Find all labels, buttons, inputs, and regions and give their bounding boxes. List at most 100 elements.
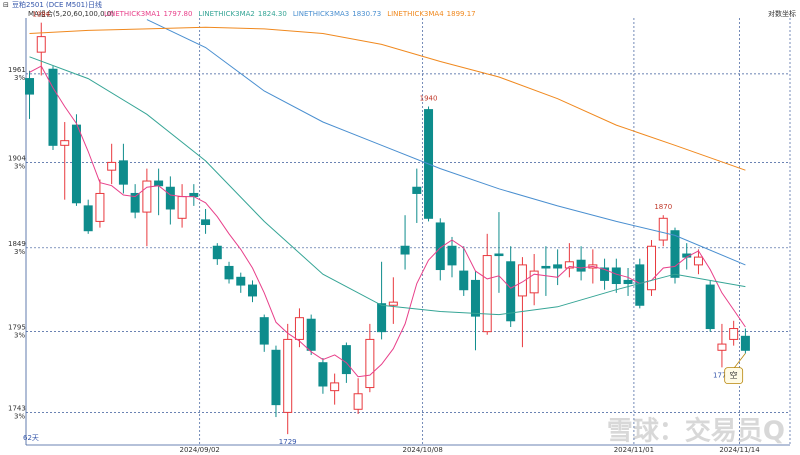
candle-body: [658, 217, 668, 241]
candle-body: [705, 284, 715, 330]
legend-value: 1899.17: [447, 10, 476, 18]
candle-body: [283, 338, 293, 413]
extreme-label: 1729: [279, 438, 297, 446]
candle-body: [248, 284, 258, 297]
extreme-label: 1940: [420, 95, 438, 103]
candle-body: [670, 230, 680, 278]
candle-body: [693, 256, 703, 266]
candle-body: [130, 192, 140, 213]
candle-body: [95, 192, 105, 222]
candle-body: [494, 253, 504, 257]
candle-body: [353, 393, 363, 410]
candle-body: [412, 186, 422, 194]
extreme-label: 1870: [654, 203, 672, 211]
candle-body: [600, 267, 610, 281]
y-tick-label: 1849: [8, 240, 26, 248]
candle-body: [740, 335, 750, 351]
ma-line: [29, 65, 746, 378]
symbol: 豆粕2501 (DCE M501): [12, 0, 88, 9]
candle-body: [165, 186, 175, 210]
signal-label: 空: [730, 370, 738, 380]
candle-body: [60, 140, 70, 146]
candle-body: [306, 318, 316, 351]
candle-body: [25, 78, 35, 95]
candle-body: [553, 264, 563, 269]
candle-body: [118, 160, 128, 185]
candle-body: [435, 222, 445, 271]
candle-body: [212, 245, 222, 260]
y-tick-sublabel: 3%: [14, 248, 25, 256]
watermark: 雪球：交易员Q: [607, 416, 785, 447]
scale-mode[interactable]: 对数坐标: [768, 9, 796, 18]
y-tick-sublabel: 3%: [14, 332, 25, 340]
legend-value: 1797.80: [163, 10, 192, 18]
candle-body: [447, 245, 457, 266]
candle-body: [576, 259, 586, 272]
indicator: MA组合(5,20,60,100,0,0): [28, 9, 114, 18]
candle-body: [236, 276, 246, 286]
candle-body: [482, 255, 492, 333]
legend-name: LINETHICK3MA3: [293, 10, 349, 18]
candle-body: [365, 338, 375, 389]
candle-body: [71, 124, 81, 204]
candle-body: [318, 362, 328, 387]
y-tick-label: 1743: [8, 404, 26, 412]
candle-body: [517, 264, 527, 297]
signal-box: [724, 367, 744, 385]
collapse-icon[interactable]: ⊟: [3, 1, 9, 9]
candle-body: [294, 317, 304, 340]
candle-body: [400, 245, 410, 255]
candle-body: [154, 180, 164, 187]
candle-body: [611, 267, 621, 285]
legend-value: 1830.73: [352, 10, 381, 18]
candle-body: [189, 192, 199, 198]
candle-body: [729, 328, 739, 340]
ma-line: [146, 19, 746, 266]
legend-value: 1824.30: [258, 10, 287, 18]
candle-body: [377, 303, 387, 333]
count-label: 62天: [23, 434, 39, 442]
candle-body: [48, 68, 58, 146]
candle-body: [201, 219, 211, 226]
x-tick-label: 2024/11/14: [719, 446, 760, 454]
x-tick-label: 2024/09/02: [180, 446, 220, 454]
candle-body: [142, 180, 152, 213]
x-tick-label: 2024/10/08: [402, 446, 442, 454]
candle-body: [647, 245, 657, 291]
legend-name: LINETHICK3MA4: [387, 10, 444, 18]
ma-line: [29, 56, 746, 316]
candle-body: [259, 317, 269, 345]
candle-body: [623, 279, 633, 285]
candle-body: [107, 161, 117, 171]
candle-body: [36, 36, 46, 53]
y-tick-sublabel: 3%: [14, 412, 25, 420]
period: 日线: [88, 0, 102, 9]
y-tick-sublabel: 3%: [14, 162, 25, 170]
extreme-label: 1772: [713, 371, 731, 379]
candle-body: [470, 279, 480, 317]
ma-line: [29, 26, 746, 171]
candle-body: [330, 382, 340, 392]
legend-name: LINETHICK3MA2: [198, 10, 254, 18]
legend-name: LINETHICK3MA1: [104, 10, 160, 18]
candle-body: [224, 265, 234, 280]
signal-pointer: [733, 353, 746, 369]
candle-body: [506, 261, 516, 322]
candle-body: [177, 196, 187, 219]
candle-body: [717, 343, 727, 351]
candle-body: [83, 205, 93, 232]
candle-body: [341, 345, 351, 375]
y-tick-sublabel: 3%: [14, 74, 25, 82]
y-tick-label: 1795: [8, 324, 26, 332]
x-tick-label: 2024/11/01: [614, 446, 654, 454]
y-tick-label: 1961: [8, 66, 26, 74]
candle-body: [635, 264, 645, 306]
candle-body: [459, 270, 469, 291]
candle-body: [529, 270, 539, 294]
y-tick-label: 1904: [8, 154, 26, 162]
candle-body: [541, 265, 551, 269]
candle-body: [388, 301, 398, 306]
extreme-label: 1994: [32, 11, 50, 19]
